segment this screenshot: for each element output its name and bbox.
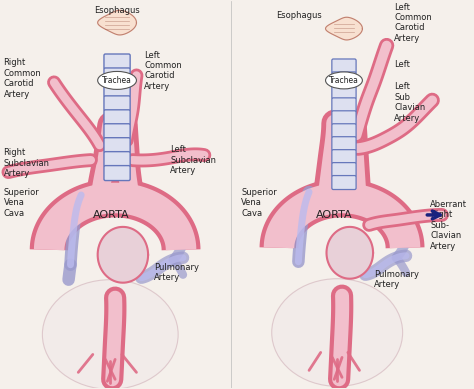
Text: Esophagus: Esophagus — [94, 6, 140, 15]
FancyBboxPatch shape — [332, 72, 356, 86]
FancyBboxPatch shape — [104, 138, 130, 152]
Ellipse shape — [42, 280, 178, 389]
Ellipse shape — [326, 72, 363, 89]
Ellipse shape — [272, 279, 402, 386]
FancyBboxPatch shape — [104, 124, 130, 139]
FancyBboxPatch shape — [332, 150, 356, 164]
Text: Left
Sub
Clavian
Artery: Left Sub Clavian Artery — [394, 82, 426, 123]
FancyBboxPatch shape — [104, 96, 130, 111]
FancyBboxPatch shape — [332, 124, 356, 138]
Text: Left
Common
Carotid
Artery: Left Common Carotid Artery — [144, 51, 182, 91]
Text: Esophagus: Esophagus — [276, 11, 322, 20]
FancyBboxPatch shape — [104, 110, 130, 125]
FancyBboxPatch shape — [104, 82, 130, 97]
Text: AORTA: AORTA — [93, 210, 129, 220]
Text: Left: Left — [394, 60, 410, 70]
FancyBboxPatch shape — [332, 98, 356, 112]
FancyBboxPatch shape — [104, 152, 130, 166]
Text: Pulmonary
Artery: Pulmonary Artery — [154, 263, 199, 282]
FancyBboxPatch shape — [104, 166, 130, 180]
FancyBboxPatch shape — [332, 175, 356, 189]
Text: Left
Common
Carotid
Artery: Left Common Carotid Artery — [394, 3, 432, 43]
Polygon shape — [98, 11, 137, 35]
Text: Right
Subclavian
Artery: Right Subclavian Artery — [4, 148, 50, 178]
Polygon shape — [327, 227, 373, 279]
Polygon shape — [326, 17, 363, 40]
Polygon shape — [98, 227, 148, 283]
Text: Aberrant
Right
Sub-
Clavian
Artery: Aberrant Right Sub- Clavian Artery — [430, 200, 467, 251]
FancyBboxPatch shape — [332, 163, 356, 177]
FancyBboxPatch shape — [332, 111, 356, 125]
Text: Superior
Vena
Cava: Superior Vena Cava — [241, 188, 277, 218]
Text: Right
Common
Carotid
Artery: Right Common Carotid Artery — [4, 58, 41, 99]
Text: Pulmonary
Artery: Pulmonary Artery — [374, 270, 419, 289]
FancyBboxPatch shape — [104, 54, 130, 69]
Ellipse shape — [98, 72, 137, 89]
Text: Trachea: Trachea — [329, 76, 359, 85]
FancyBboxPatch shape — [104, 68, 130, 83]
Text: AORTA: AORTA — [316, 210, 353, 220]
FancyBboxPatch shape — [332, 85, 356, 99]
Text: Left
Subclavian
Artery: Left Subclavian Artery — [170, 145, 217, 175]
Text: Trachea: Trachea — [102, 76, 132, 85]
FancyBboxPatch shape — [332, 137, 356, 151]
FancyBboxPatch shape — [332, 59, 356, 73]
Text: Superior
Vena
Cava: Superior Vena Cava — [4, 188, 39, 218]
